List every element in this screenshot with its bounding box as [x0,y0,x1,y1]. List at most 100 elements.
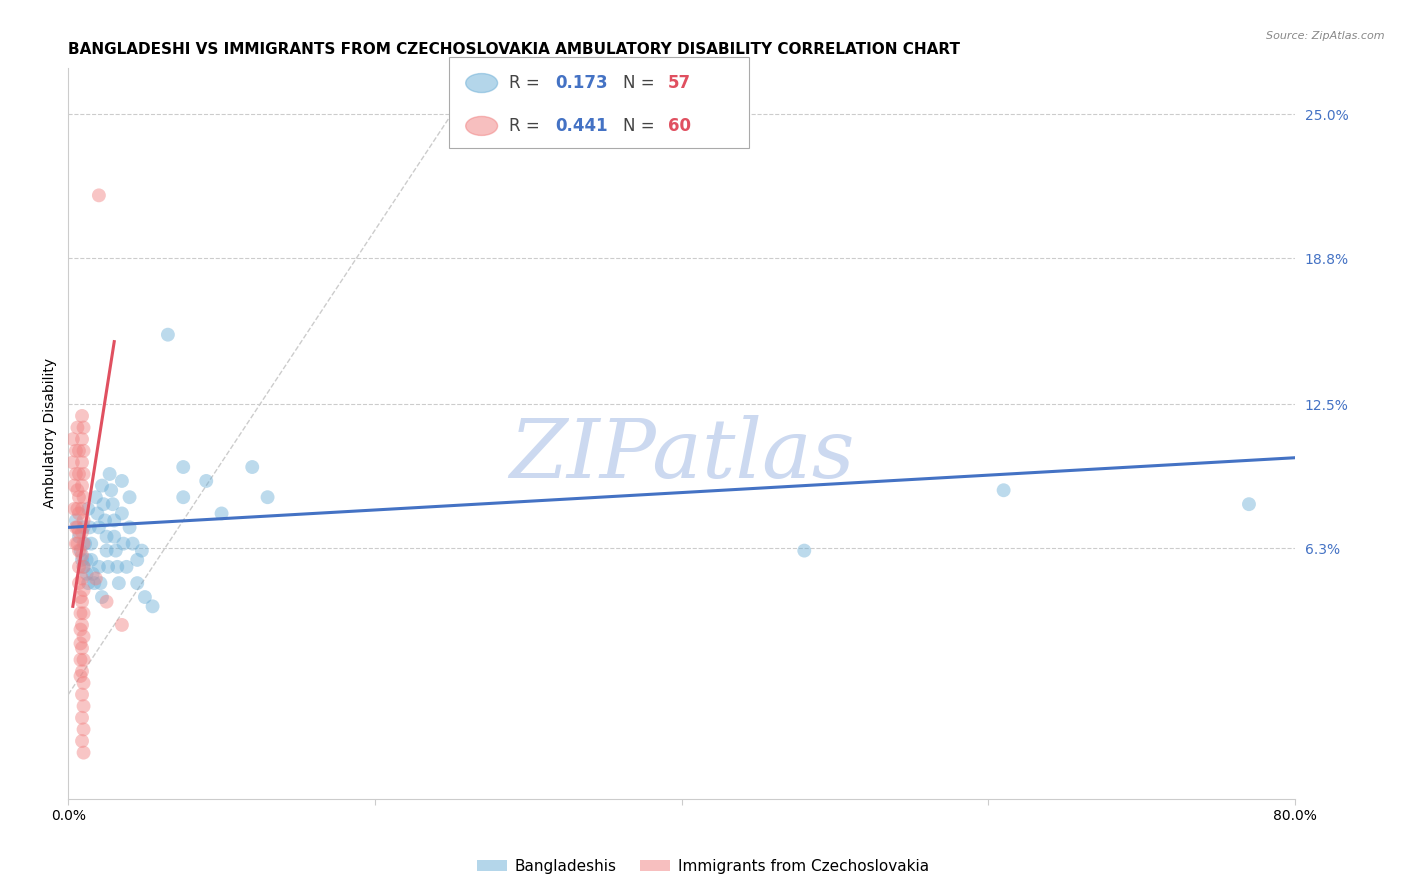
Point [66,520,89,534]
Point [70,618,93,632]
Point [62,432,84,446]
Point [172,490,194,504]
Point [77,501,100,516]
Point [72,513,94,527]
Point [91,478,114,492]
Point [87,560,110,574]
Point [70,501,93,516]
Point [72,676,94,690]
Point [70,553,93,567]
Point [69,653,91,667]
Point [84,490,107,504]
Point [69,607,91,621]
Point [131,543,153,558]
Point [65,513,87,527]
Point [65,467,87,481]
Point [66,483,89,498]
Point [67,543,90,558]
Point [69,636,91,650]
Point [67,530,90,544]
Point [70,524,93,539]
Point [69,669,91,683]
Point [72,630,94,644]
Point [108,576,131,591]
Circle shape [465,73,498,93]
Point [96,543,118,558]
Point [1237,497,1260,511]
Text: ZIPatlas: ZIPatlas [509,416,855,495]
FancyBboxPatch shape [449,57,749,148]
Point [63,478,86,492]
Point [103,513,125,527]
Point [111,507,134,521]
Point [72,443,94,458]
Point [70,641,93,656]
Text: 57: 57 [668,74,692,92]
Point [93,497,115,511]
Point [72,560,94,574]
Text: R =: R = [509,117,544,135]
Point [76,553,98,567]
Point [111,618,134,632]
Text: Source: ZipAtlas.com: Source: ZipAtlas.com [1267,31,1385,41]
Point [62,455,84,469]
Point [104,543,127,558]
Point [156,327,179,342]
Point [79,520,101,534]
Point [70,432,93,446]
Point [63,501,86,516]
Point [240,460,263,475]
Point [97,560,120,574]
Point [82,566,104,581]
Point [66,536,89,550]
Point [111,474,134,488]
Point [993,483,1015,498]
Point [256,490,278,504]
Point [195,474,218,488]
Point [72,467,94,481]
Point [80,553,103,567]
Text: 0.173: 0.173 [555,74,607,92]
Point [98,467,121,481]
Point [70,572,93,586]
Point [134,590,156,604]
Point [127,553,149,567]
Point [121,536,143,550]
Point [793,543,815,558]
Point [72,723,94,737]
Point [72,583,94,598]
Point [67,524,90,539]
Text: 60: 60 [668,117,692,135]
Point [91,590,114,604]
Point [72,746,94,760]
Point [94,513,117,527]
Point [142,599,165,614]
Point [86,507,108,521]
Point [84,572,107,586]
Point [70,409,93,423]
Point [70,711,93,725]
Point [105,560,128,574]
Point [75,536,97,550]
Point [70,665,93,679]
Y-axis label: Ambulatory Disability: Ambulatory Disability [44,359,58,508]
Point [100,483,122,498]
Text: N =: N = [623,117,659,135]
Point [115,560,138,574]
Point [118,520,141,534]
Point [67,490,90,504]
Point [76,566,98,581]
Point [70,548,93,562]
Point [72,520,94,534]
Text: N =: N = [623,74,659,92]
Point [65,536,87,550]
Point [67,560,90,574]
Point [72,607,94,621]
Point [69,623,91,637]
Point [65,443,87,458]
Text: R =: R = [509,74,544,92]
Point [70,734,93,748]
Point [70,688,93,702]
Point [67,443,90,458]
Point [65,520,87,534]
